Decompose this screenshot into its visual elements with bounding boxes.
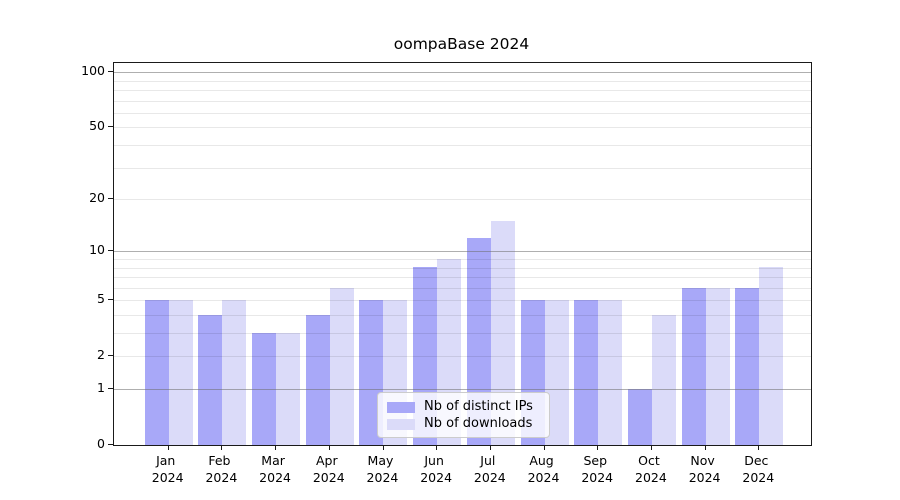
bar-nb-of-distinct-ips-nov: [681, 287, 706, 445]
y-tick-label-0: 0: [97, 436, 105, 451]
x-tick-mark-oct: [650, 445, 652, 450]
chart-title: oompaBase 2024: [393, 35, 530, 53]
gridline-minor-50: [114, 127, 811, 129]
bar-nb-of-distinct-ips-sep: [574, 300, 599, 445]
x-tick-mark-feb: [221, 445, 223, 450]
y-tick-mark-20: [108, 198, 113, 199]
gridline-minor-7: [114, 277, 811, 278]
bar-nb-of-downloads-apr: [329, 287, 354, 445]
x-tick-mark-aug: [543, 445, 545, 450]
legend-swatch-distinct-ips: [387, 401, 415, 413]
x-tick-label-apr: Apr 2024: [299, 452, 359, 486]
bar-nb-of-distinct-ips-oct: [627, 389, 652, 445]
x-tick-label-mar: Mar 2024: [245, 452, 305, 486]
legend-label-distinct-ips: Nb of distinct IPs: [424, 399, 533, 414]
gridline-major-100: [114, 72, 811, 74]
gridline-minor-5: [114, 300, 811, 302]
x-tick-year: 2024: [366, 470, 399, 485]
x-tick-year: 2024: [527, 470, 560, 485]
x-tick-mark-jul: [489, 445, 491, 450]
y-tick-label-50: 50: [89, 118, 105, 134]
legend: Nb of distinct IPs Nb of downloads: [377, 392, 550, 438]
y-tick-label-5: 5: [97, 291, 105, 307]
x-tick-mark-mar: [275, 445, 277, 450]
y-tick-label-10: 10: [89, 242, 105, 258]
y-tick-mark-2: [108, 355, 113, 357]
x-tick-year: 2024: [420, 470, 453, 485]
x-tick-label-jul: Jul 2024: [460, 452, 520, 486]
x-tick-mark-may: [382, 445, 384, 450]
y-tick-mark-50: [108, 126, 113, 128]
gridline-major-1: [114, 389, 811, 390]
x-tick-year: 2024: [635, 470, 667, 485]
y-tick-mark-1: [108, 388, 113, 389]
y-tick-mark-10: [108, 250, 113, 252]
y-tick-mark-100: [108, 71, 113, 73]
y-tick-mark-0: [108, 444, 113, 445]
gridline-minor-70: [114, 100, 811, 102]
x-tick-mark-nov: [704, 445, 706, 450]
bar-nb-of-distinct-ips-dec: [735, 287, 760, 445]
x-tick-label-jan: Jan 2024: [138, 452, 198, 486]
x-tick-year: 2024: [312, 470, 345, 485]
x-tick-label-oct: Oct 2024: [621, 452, 681, 486]
bar-nb-of-distinct-ips-jan: [144, 300, 169, 445]
x-tick-mark-apr: [328, 445, 330, 450]
legend-label-downloads: Nb of downloads: [424, 416, 533, 431]
bar-nb-of-downloads-feb: [222, 300, 247, 445]
x-tick-mark-jan: [167, 445, 169, 450]
gridline-minor-30: [114, 167, 811, 169]
x-tick-label-dec: Dec 2024: [728, 452, 788, 486]
gridline-minor-2: [114, 356, 811, 358]
gridline-major-10: [114, 251, 811, 253]
legend-entry-distinct-ips: Nb of distinct IPs: [387, 399, 540, 415]
x-tick-year: 2024: [742, 470, 775, 485]
gridline-minor-40: [114, 144, 811, 146]
legend-swatch-downloads: [387, 418, 415, 430]
x-tick-year: 2024: [688, 470, 721, 485]
legend-entry-downloads: Nb of downloads: [387, 416, 540, 432]
x-tick-year: 2024: [259, 470, 291, 485]
bar-nb-of-distinct-ips-feb: [198, 314, 223, 445]
x-tick-year: 2024: [581, 470, 614, 485]
plot-area: [113, 62, 812, 446]
gridline-minor-60: [114, 112, 811, 114]
x-tick-mark-jun: [436, 445, 438, 450]
bar-nb-of-downloads-nov: [705, 287, 730, 445]
bar-nb-of-downloads-jan: [168, 300, 193, 445]
x-tick-label-nov: Nov 2024: [675, 452, 735, 486]
x-tick-label-may: May 2024: [352, 452, 412, 486]
y-tick-label-2: 2: [97, 347, 105, 363]
y-tick-label-20: 20: [89, 190, 105, 205]
bar-nb-of-downloads-oct: [651, 314, 676, 445]
x-tick-year: 2024: [205, 470, 238, 485]
gridline-minor-20: [114, 199, 811, 200]
x-tick-label-sep: Sep 2024: [567, 452, 627, 486]
y-tick-label-100: 100: [81, 63, 105, 79]
gridline-minor-90: [114, 80, 811, 82]
gridline-minor-6: [114, 287, 811, 289]
x-tick-mark-dec: [758, 445, 760, 450]
bar-nb-of-downloads-dec: [759, 267, 784, 445]
bar-nb-of-downloads-sep: [598, 300, 623, 445]
x-tick-label-aug: Aug 2024: [514, 452, 574, 486]
x-tick-year: 2024: [473, 470, 506, 485]
x-tick-year: 2024: [151, 470, 184, 485]
gridline-minor-8: [114, 267, 811, 269]
gridline-minor-3: [114, 333, 811, 334]
x-tick-label-jun: Jun 2024: [406, 452, 466, 486]
gridline-minor-80: [114, 89, 811, 91]
gridline-minor-4: [114, 315, 811, 316]
x-tick-label-feb: Feb 2024: [191, 452, 251, 486]
y-tick-label-1: 1: [97, 379, 105, 395]
x-tick-mark-sep: [597, 445, 599, 450]
gridline-minor-9: [114, 259, 811, 260]
bar-nb-of-distinct-ips-apr: [305, 314, 330, 445]
y-tick-mark-5: [108, 299, 113, 301]
